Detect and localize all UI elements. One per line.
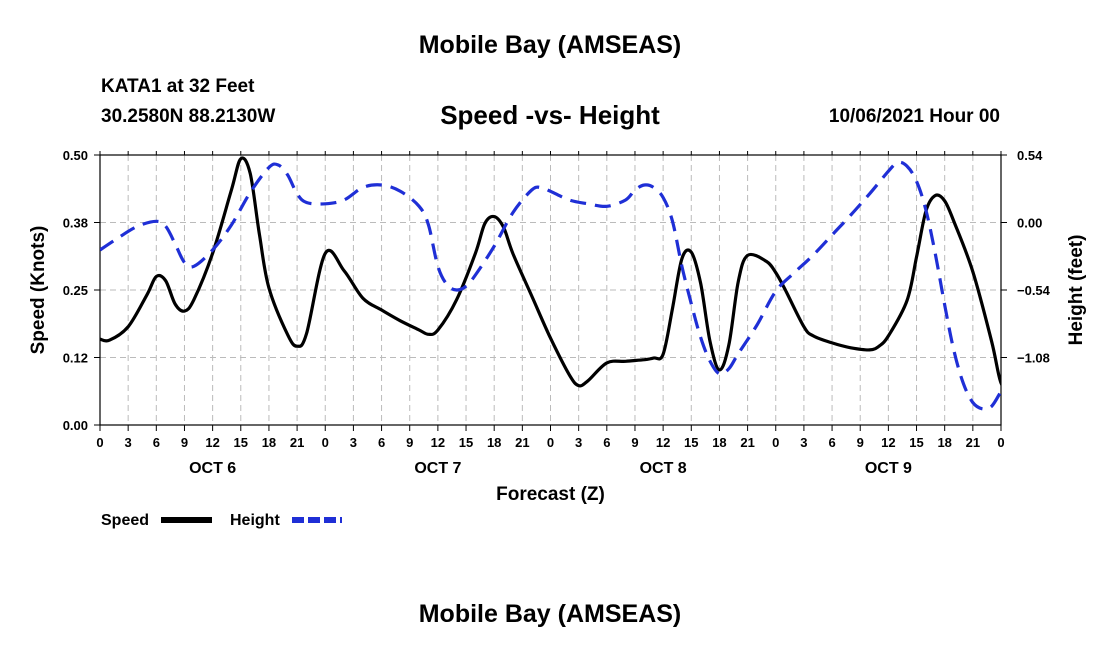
x-tick-label: 18	[487, 435, 501, 450]
forecast-datetime: 10/06/2021 Hour 00	[828, 106, 1000, 127]
x-tick-label: 18	[712, 435, 726, 450]
x-tick-label: 9	[631, 435, 638, 450]
x-tick-label: 12	[656, 435, 670, 450]
x-tick-label: 0	[322, 435, 329, 450]
x-tick-label: 21	[515, 435, 529, 450]
x-tick-label: 15	[684, 435, 698, 450]
series-line-height	[100, 160, 1001, 411]
y-tick-label: 0.50	[63, 148, 88, 163]
x-axis-title: Forecast (Z)	[496, 484, 605, 505]
station-coordinates: 30.2580N 88.2130W	[101, 106, 276, 127]
page-title: Mobile Bay (AMSEAS)	[418, 31, 682, 59]
x-tick-label: 9	[406, 435, 413, 450]
day-label: OCT 6	[189, 460, 236, 477]
x-tick-label: 6	[153, 435, 160, 450]
x-tick-label: 3	[575, 435, 582, 450]
x-tick-label: 15	[459, 435, 473, 450]
x-tick-label: 6	[603, 435, 610, 450]
x-tick-label: 15	[234, 435, 248, 450]
x-tick-label: 12	[881, 435, 895, 450]
y2-tick-label: −1.08	[1017, 351, 1050, 366]
x-tick-label: 0	[547, 435, 554, 450]
x-tick-label: 0	[96, 435, 103, 450]
y-axis-title: Speed (Knots)	[28, 226, 49, 355]
y-tick-label: 0.12	[63, 351, 88, 366]
day-label: OCT 9	[865, 460, 912, 477]
x-tick-label: 0	[997, 435, 1004, 450]
x-tick-label: 18	[262, 435, 276, 450]
x-tick-label: 18	[937, 435, 951, 450]
legend-label-height: Height	[230, 512, 280, 529]
x-tick-label: 0	[772, 435, 779, 450]
y2-tick-label: −0.54	[1017, 283, 1051, 298]
day-label: OCT 7	[414, 460, 461, 477]
chart-subtitle: Speed -vs- Height	[440, 100, 660, 130]
x-tick-label: 3	[125, 435, 132, 450]
x-tick-label: 9	[857, 435, 864, 450]
y2-tick-label: 0.00	[1017, 216, 1042, 231]
y-tick-label: 0.25	[63, 283, 88, 298]
x-tick-label: 21	[290, 435, 304, 450]
x-tick-label: 21	[740, 435, 754, 450]
legend-label-speed: Speed	[101, 512, 149, 529]
y2-tick-label: 0.54	[1017, 148, 1043, 163]
y-tick-label: 0.00	[63, 418, 88, 433]
x-tick-label: 21	[966, 435, 980, 450]
x-tick-label: 6	[378, 435, 385, 450]
x-tick-label: 3	[350, 435, 357, 450]
x-tick-label: 15	[909, 435, 923, 450]
x-tick-label: 12	[431, 435, 445, 450]
footer-title: Mobile Bay (AMSEAS)	[418, 600, 682, 628]
series-line-speed	[100, 156, 1001, 388]
x-tick-label: 9	[181, 435, 188, 450]
day-label: OCT 8	[640, 460, 687, 477]
x-tick-label: 6	[828, 435, 835, 450]
x-tick-label: 12	[205, 435, 219, 450]
y2-axis-title: Height (feet)	[1066, 235, 1087, 346]
y-tick-label: 0.38	[63, 216, 88, 231]
station-label: KATA1 at 32 Feet	[101, 76, 255, 97]
x-tick-label: 3	[800, 435, 807, 450]
